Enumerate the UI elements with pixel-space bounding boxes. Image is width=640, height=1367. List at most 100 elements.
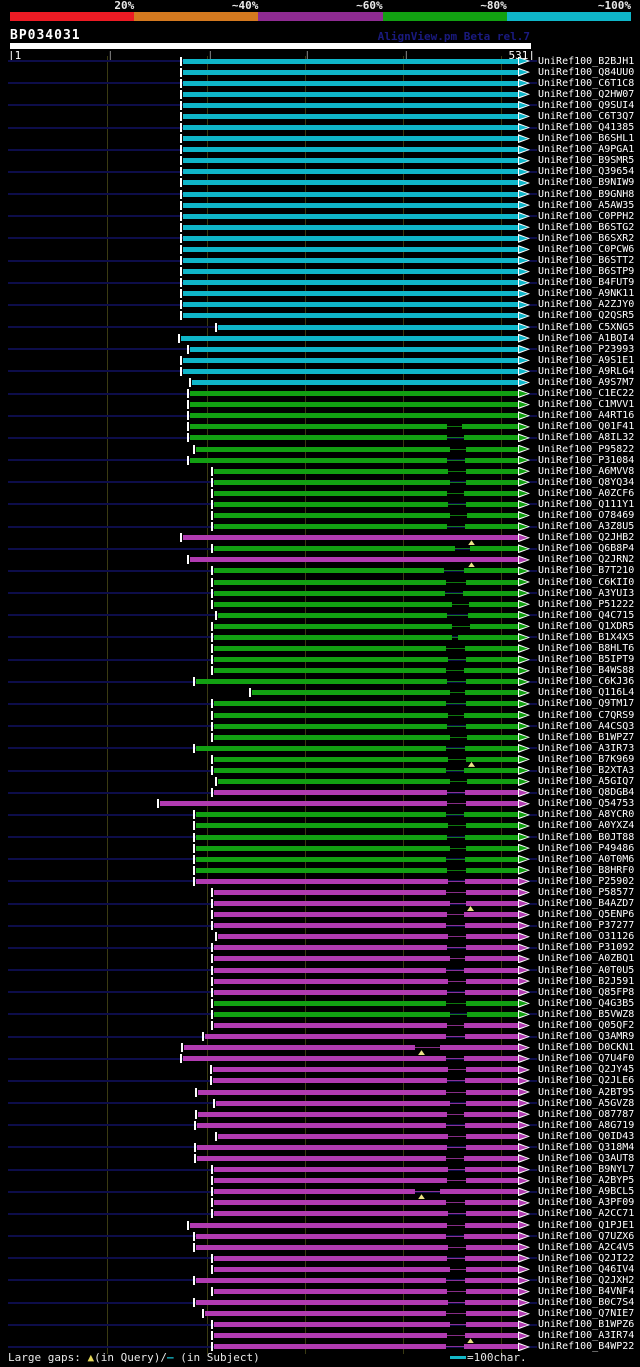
arrowhead-icon[interactable]: [518, 499, 530, 509]
row-label[interactable]: UniRef100_Q05QF2: [538, 1019, 635, 1031]
alignment-bar[interactable]: [464, 1156, 519, 1162]
alignment-bar[interactable]: [183, 147, 519, 153]
alignment-bar[interactable]: [183, 91, 519, 97]
arrowhead-icon[interactable]: [518, 1309, 530, 1319]
row-label[interactable]: UniRef100_Q2JLE6: [538, 1075, 635, 1087]
arrowhead-icon[interactable]: [518, 522, 530, 532]
row-label[interactable]: UniRef100_Q2JY45: [538, 1064, 635, 1076]
row-label[interactable]: UniRef100_P31092: [538, 942, 635, 954]
alignment-bar[interactable]: [214, 1000, 446, 1006]
row-label[interactable]: UniRef100_Q2JRN2: [538, 554, 635, 566]
alignment-bar[interactable]: [196, 878, 448, 884]
alignment-bar[interactable]: [196, 845, 450, 851]
alignment-bar[interactable]: [214, 524, 447, 530]
alignment-bar[interactable]: [183, 58, 519, 64]
arrowhead-icon[interactable]: [518, 433, 530, 443]
alignment-bar[interactable]: [160, 801, 447, 807]
arrowhead-icon[interactable]: [518, 910, 530, 920]
alignment-bar[interactable]: [463, 590, 519, 596]
alignment-bar[interactable]: [213, 1078, 447, 1084]
alignment-bar[interactable]: [464, 712, 519, 718]
row-label[interactable]: UniRef100_C6T3Q7: [538, 110, 635, 122]
arrowhead-icon[interactable]: [518, 788, 530, 798]
alignment-bar[interactable]: [465, 646, 519, 652]
row-label[interactable]: UniRef100_A1BQI4: [538, 332, 635, 344]
arrowhead-icon[interactable]: [518, 1342, 530, 1352]
arrowhead-icon[interactable]: [518, 743, 530, 753]
arrowhead-icon[interactable]: [518, 167, 530, 177]
alignment-bar[interactable]: [190, 424, 447, 430]
alignment-bar[interactable]: [466, 446, 519, 452]
arrowhead-icon[interactable]: [518, 777, 530, 787]
arrowhead-icon[interactable]: [518, 1131, 530, 1141]
arrowhead-icon[interactable]: [518, 854, 530, 864]
alignment-bar[interactable]: [190, 346, 519, 352]
alignment-bar[interactable]: [192, 379, 519, 385]
arrowhead-icon[interactable]: [518, 533, 530, 543]
alignment-bar[interactable]: [214, 501, 448, 507]
row-label[interactable]: UniRef100_A0ZCF6: [538, 487, 635, 499]
alignment-bar[interactable]: [196, 1233, 446, 1239]
alignment-bar[interactable]: [466, 801, 519, 807]
arrowhead-icon[interactable]: [518, 233, 530, 243]
row-label[interactable]: UniRef100_B9NIW9: [538, 177, 635, 189]
alignment-bar[interactable]: [466, 468, 519, 474]
alignment-bar[interactable]: [196, 823, 448, 829]
alignment-bar[interactable]: [190, 457, 447, 463]
arrowhead-icon[interactable]: [518, 998, 530, 1008]
alignment-bar[interactable]: [470, 546, 519, 552]
row-label[interactable]: UniRef100_A2C4V5: [538, 1241, 635, 1253]
arrowhead-icon[interactable]: [518, 123, 530, 133]
alignment-bar[interactable]: [466, 1100, 519, 1106]
arrowhead-icon[interactable]: [518, 899, 530, 909]
arrowhead-icon[interactable]: [518, 610, 530, 620]
arrowhead-icon[interactable]: [518, 954, 530, 964]
row-label[interactable]: UniRef100_A8IL32: [538, 432, 635, 444]
alignment-bar[interactable]: [466, 756, 519, 762]
alignment-bar[interactable]: [197, 1156, 446, 1162]
arrowhead-icon[interactable]: [518, 1043, 530, 1053]
row-label[interactable]: UniRef100_B8HLT6: [538, 643, 635, 655]
alignment-bar[interactable]: [214, 901, 450, 907]
arrowhead-icon[interactable]: [518, 887, 530, 897]
alignment-bar[interactable]: [196, 856, 446, 862]
alignment-bar[interactable]: [464, 668, 519, 674]
row-label[interactable]: UniRef100_A3YUI3: [538, 587, 635, 599]
alignment-bar[interactable]: [183, 246, 519, 252]
row-label[interactable]: UniRef100_Q3AUT8: [538, 1153, 635, 1165]
arrowhead-icon[interactable]: [518, 732, 530, 742]
row-label[interactable]: UniRef100_B2XTA3: [538, 765, 635, 777]
alignment-bar[interactable]: [214, 1178, 447, 1184]
alignment-bar[interactable]: [214, 956, 450, 962]
alignment-bar[interactable]: [466, 723, 519, 729]
row-label[interactable]: UniRef100_A3Z8U5: [538, 521, 635, 533]
arrowhead-icon[interactable]: [518, 1076, 530, 1086]
alignment-bar[interactable]: [466, 945, 519, 951]
arrowhead-icon[interactable]: [518, 322, 530, 332]
row-label[interactable]: UniRef100_A3IR74: [538, 1330, 635, 1342]
alignment-bar[interactable]: [183, 224, 519, 230]
row-label[interactable]: UniRef100_O31126: [538, 931, 635, 943]
alignment-bar[interactable]: [466, 1266, 519, 1272]
alignment-bar[interactable]: [464, 912, 519, 918]
alignment-bar[interactable]: [205, 1311, 446, 1317]
alignment-bar[interactable]: [214, 657, 448, 663]
alignment-bar[interactable]: [190, 1222, 447, 1228]
row-label[interactable]: UniRef100_Q116L4: [538, 687, 635, 699]
alignment-bar[interactable]: [218, 1133, 448, 1139]
arrowhead-icon[interactable]: [518, 244, 530, 254]
alignment-bar[interactable]: [213, 1067, 448, 1073]
row-label[interactable]: UniRef100_B5IPT9: [538, 654, 635, 666]
arrowhead-icon[interactable]: [518, 810, 530, 820]
alignment-bar[interactable]: [464, 1056, 519, 1062]
row-label[interactable]: UniRef100_A5AW35: [538, 199, 635, 211]
alignment-bar[interactable]: [466, 1067, 519, 1073]
row-label[interactable]: UniRef100_P51222: [538, 598, 635, 610]
arrowhead-icon[interactable]: [518, 1176, 530, 1186]
alignment-bar[interactable]: [190, 391, 519, 397]
arrowhead-icon[interactable]: [518, 444, 530, 454]
arrowhead-icon[interactable]: [518, 389, 530, 399]
alignment-bar[interactable]: [214, 1322, 450, 1328]
row-label[interactable]: UniRef100_Q5ENP6: [538, 909, 635, 921]
alignment-bar[interactable]: [465, 1167, 519, 1173]
